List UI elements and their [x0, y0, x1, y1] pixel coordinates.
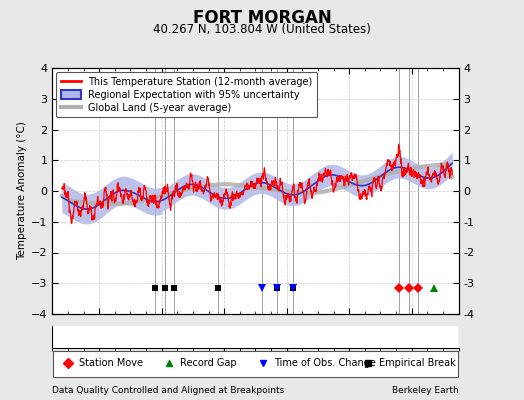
Text: Empirical Break: Empirical Break — [379, 358, 456, 368]
Y-axis label: Temperature Anomaly (°C): Temperature Anomaly (°C) — [17, 122, 27, 260]
Text: Station Move: Station Move — [79, 358, 143, 368]
Text: Data Quality Controlled and Aligned at Breakpoints: Data Quality Controlled and Aligned at B… — [52, 386, 285, 395]
Text: FORT MORGAN: FORT MORGAN — [193, 9, 331, 27]
Legend: This Temperature Station (12-month average), Regional Expectation with 95% uncer: This Temperature Station (12-month avera… — [56, 72, 318, 118]
Text: Record Gap: Record Gap — [180, 358, 237, 368]
Text: 40.267 N, 103.804 W (United States): 40.267 N, 103.804 W (United States) — [153, 23, 371, 36]
Text: Time of Obs. Change: Time of Obs. Change — [274, 358, 376, 368]
FancyBboxPatch shape — [53, 351, 458, 377]
Text: Berkeley Earth: Berkeley Earth — [392, 386, 458, 395]
